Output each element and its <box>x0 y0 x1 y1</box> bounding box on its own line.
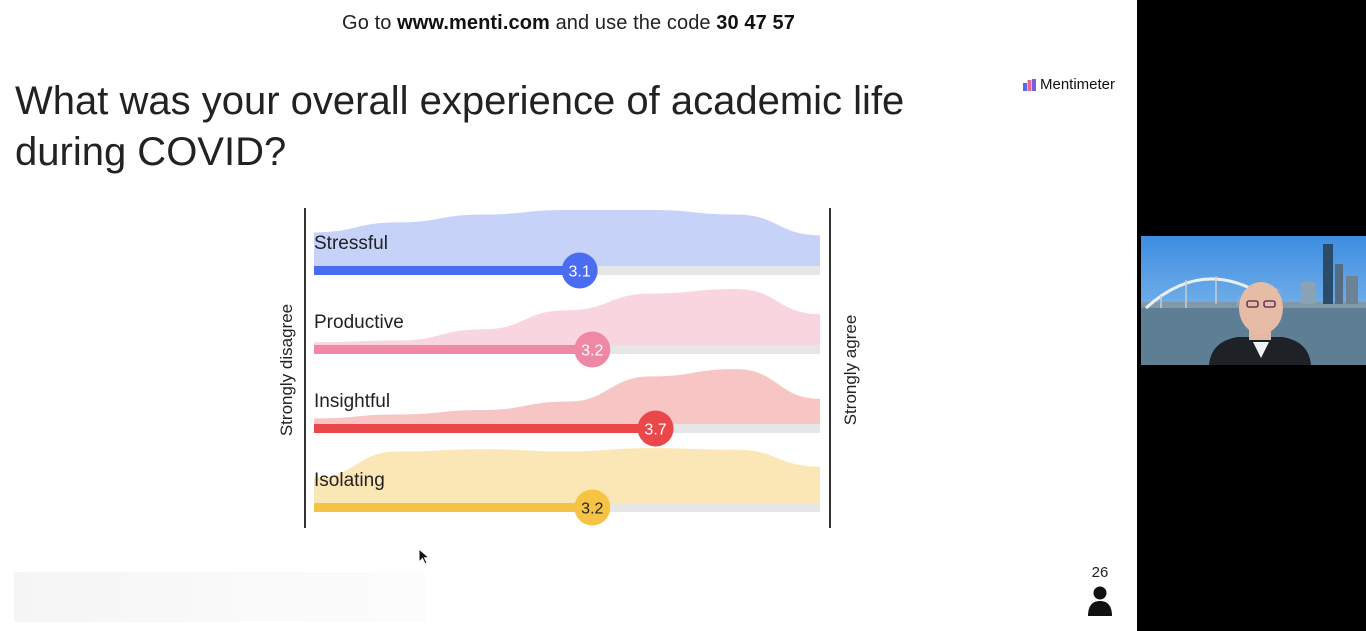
presenter-video <box>1141 236 1366 365</box>
statement-row-isolating: Isolating 3.2 <box>314 448 820 526</box>
value-bar <box>314 345 593 354</box>
person-icon <box>1088 586 1112 616</box>
distribution-area <box>314 369 820 424</box>
value-marker <box>574 331 611 368</box>
value-label: 3.7 <box>644 422 666 439</box>
join-instructions: Go to www.menti.com and use the code 30 … <box>0 12 1137 35</box>
presentation-slide: Go to www.menti.com and use the code 30 … <box>0 0 1137 631</box>
mentimeter-logo: Mentimeter <box>1023 76 1115 93</box>
join-code: 30 47 57 <box>716 12 795 34</box>
min-label: Strongly disagree <box>277 304 296 436</box>
distribution-area <box>314 448 820 503</box>
participant-counter: 26 <box>1080 564 1120 617</box>
distribution-area <box>314 210 820 266</box>
value-label: 3.1 <box>569 264 591 281</box>
value-bar <box>314 424 656 433</box>
mentimeter-logo-icon <box>1023 78 1036 91</box>
statement-row-stressful: Stressful 3.1 <box>314 210 820 289</box>
distribution-area <box>314 289 820 345</box>
join-middle: and use the code <box>549 12 717 34</box>
join-prefix: Go to <box>342 12 398 34</box>
value-label: 3.2 <box>581 343 603 360</box>
question-title: What was your overall experience of acad… <box>15 79 905 174</box>
value-marker <box>574 489 611 526</box>
value-bar <box>314 266 580 275</box>
blurred-overlay <box>14 572 426 622</box>
value-label: 3.2 <box>581 501 603 518</box>
value-marker <box>637 410 674 447</box>
statement-label: Insightful <box>314 391 390 412</box>
presenter-video-frame <box>1141 236 1366 365</box>
brand-name: Mentimeter <box>1040 76 1116 93</box>
max-label: Strongly agree <box>841 315 860 426</box>
statement-row-insightful: Insightful 3.7 <box>314 369 820 447</box>
statement-label: Stressful <box>314 233 388 254</box>
join-url: www.menti.com <box>397 12 550 34</box>
participant-count: 26 <box>1091 564 1109 581</box>
value-marker <box>561 252 598 289</box>
value-bar <box>314 503 593 512</box>
scale-chart: Strongly disagree Strongly agree Stressf… <box>277 208 860 528</box>
statement-label: Isolating <box>314 470 385 491</box>
statement-label: Productive <box>314 312 404 333</box>
mouse-cursor-icon <box>418 548 430 565</box>
statement-row-productive: Productive 3.2 <box>314 289 820 368</box>
